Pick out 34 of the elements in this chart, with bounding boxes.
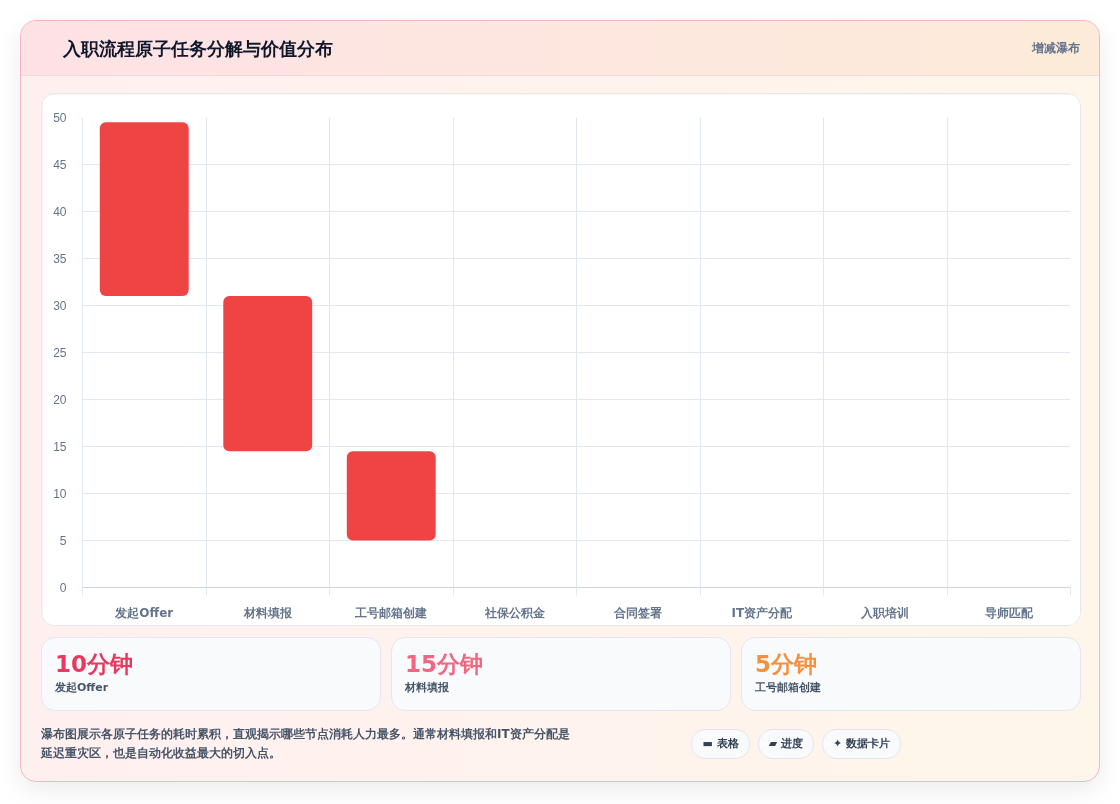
y-tick-label: 0 [59, 581, 67, 595]
text: 瀑布图展示各原子任务的耗时累积，直观揭示哪些节点消耗人力最多。通常材料填报和IT资产分配是延迟重灾区，也是自动化收益最大的切入点。 [41, 726, 571, 762]
text: 发起Offer [55, 680, 110, 696]
x-tick-label: 材料填报 [242, 605, 293, 620]
x-tick-label: IT资产分配 [731, 605, 794, 620]
y-tick-label: 35 [53, 252, 67, 266]
y-tick-label: 30 [53, 299, 67, 313]
text: 增减瀑布 [1032, 39, 1080, 57]
text: 工号邮箱创建 [755, 680, 822, 696]
y-tick-label: 45 [53, 158, 67, 172]
y-tick-label: 10 [53, 487, 67, 501]
text: 10分钟 [55, 650, 134, 678]
bar [223, 296, 313, 452]
x-tick-label: 导师匹配 [984, 605, 1034, 620]
text: 15分钟 [405, 650, 484, 678]
y-tick-label: 20 [53, 393, 67, 407]
x-tick-label: 社保公积金 [483, 605, 546, 620]
x-tick-label: 合同签署 [613, 605, 663, 620]
x-tick-label: 工号邮箱创建 [354, 605, 428, 620]
bar [346, 451, 436, 541]
y-tick-label: 50 [53, 111, 67, 125]
x-tick-label: 发起Offer [114, 605, 174, 620]
y-tick-label: 40 [53, 205, 67, 219]
text: ▰ 进度 [757, 729, 814, 759]
y-tick-label: 25 [53, 346, 67, 360]
y-tick-label: 5 [59, 534, 67, 548]
y-tick-label: 15 [53, 440, 67, 454]
bar [99, 122, 189, 297]
text: ✦ 数据卡片 [821, 729, 901, 759]
chart-title: 入职流程原子任务分解与价值分布 [63, 36, 333, 61]
text: ▬ 表格 [691, 729, 750, 759]
text: 材料填报 [405, 680, 450, 696]
text: 5分钟 [755, 650, 818, 678]
x-tick-label: 入职培训 [860, 605, 910, 620]
